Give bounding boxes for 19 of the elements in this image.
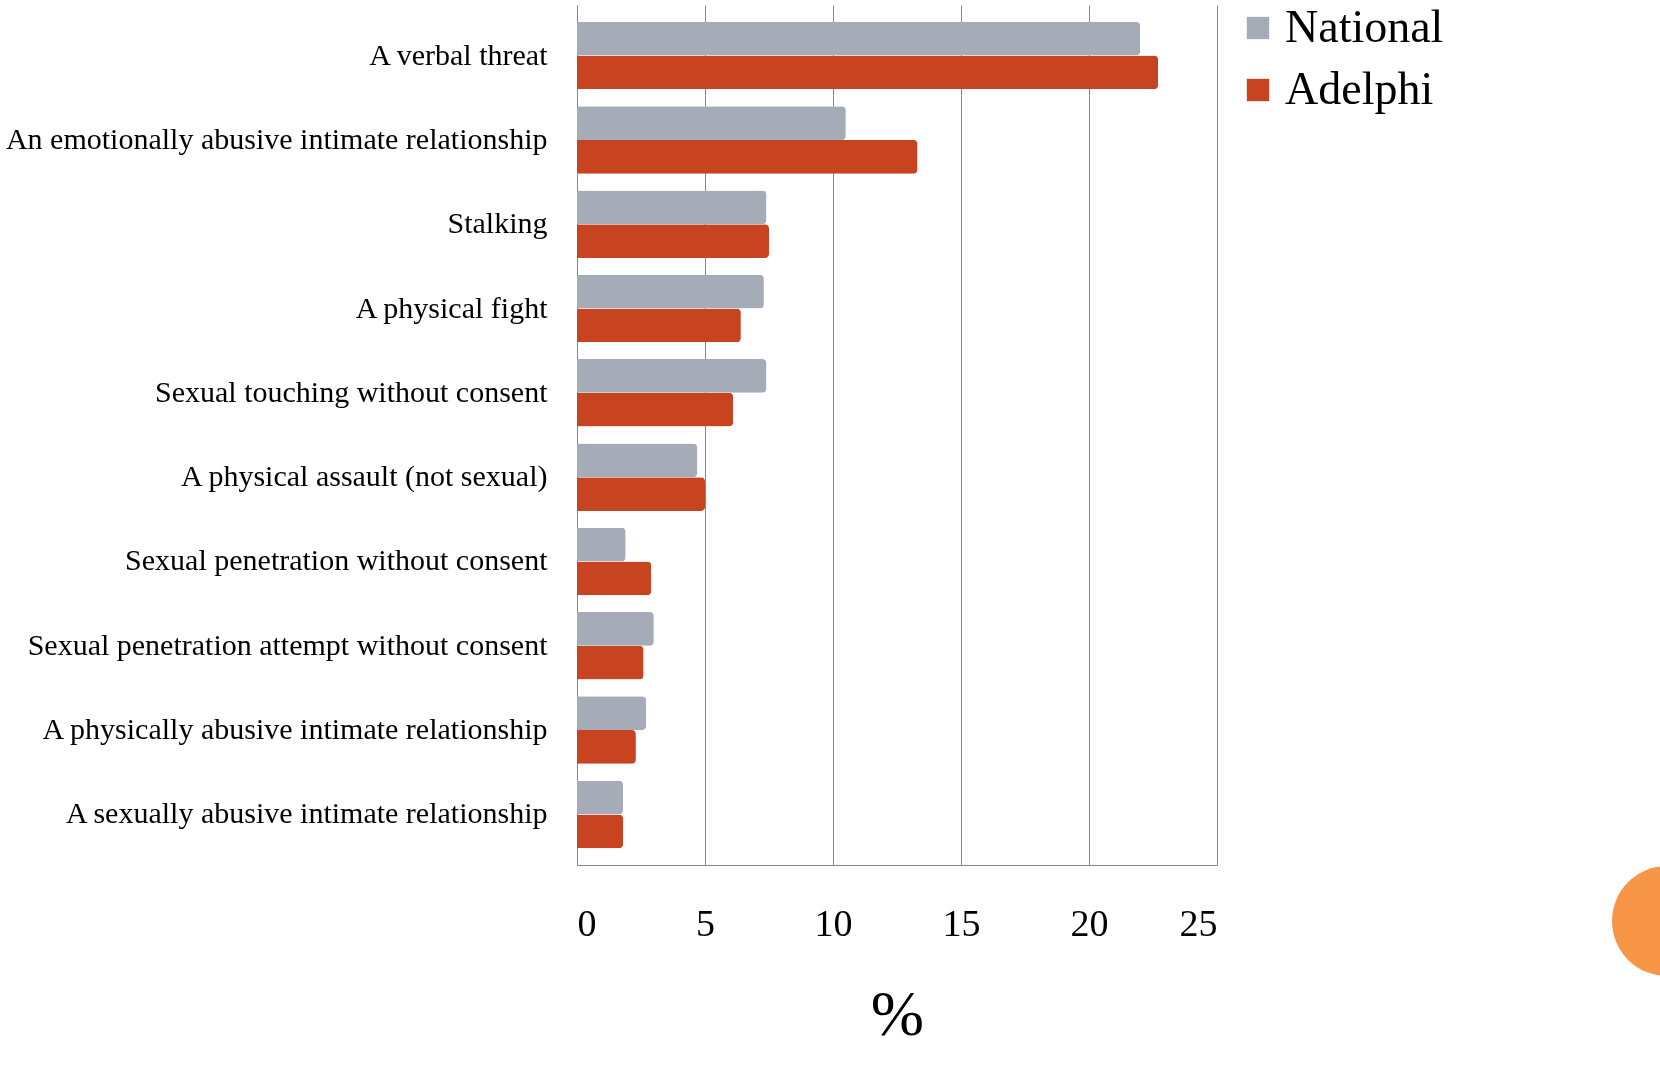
x-axis-title: % <box>870 977 925 1049</box>
x-tick-label: 25 <box>1179 901 1218 944</box>
y-tick-label: Stalking <box>447 206 548 240</box>
y-tick-label: An emotionally abusive intimate relationship <box>5 121 548 155</box>
y-tick-label: A verbal threat <box>369 37 549 71</box>
legend-label: National <box>1285 1 1444 52</box>
x-tick-label: 15 <box>942 901 981 944</box>
x-tick-label: 5 <box>696 901 715 944</box>
y-tick-label: Sexual penetration attempt without consent <box>27 627 549 661</box>
x-tick-label: 0 <box>577 901 597 944</box>
y-tick-label: A sexually abusive intimate relationship <box>65 796 548 830</box>
y-tick-label: Sexual penetration without consent <box>125 543 549 577</box>
x-tick-label: 20 <box>1070 901 1109 944</box>
y-tick-label: Sexual touching without consent <box>155 374 549 408</box>
y-tick-label: A physically abusive intimate relationship <box>42 712 548 746</box>
x-tick-label: 10 <box>814 901 853 944</box>
y-tick-label: A physical assault (not sexual) <box>180 459 548 494</box>
y-tick-label: A physical fight <box>355 290 549 324</box>
legend-label: Adelphi <box>1285 63 1434 114</box>
